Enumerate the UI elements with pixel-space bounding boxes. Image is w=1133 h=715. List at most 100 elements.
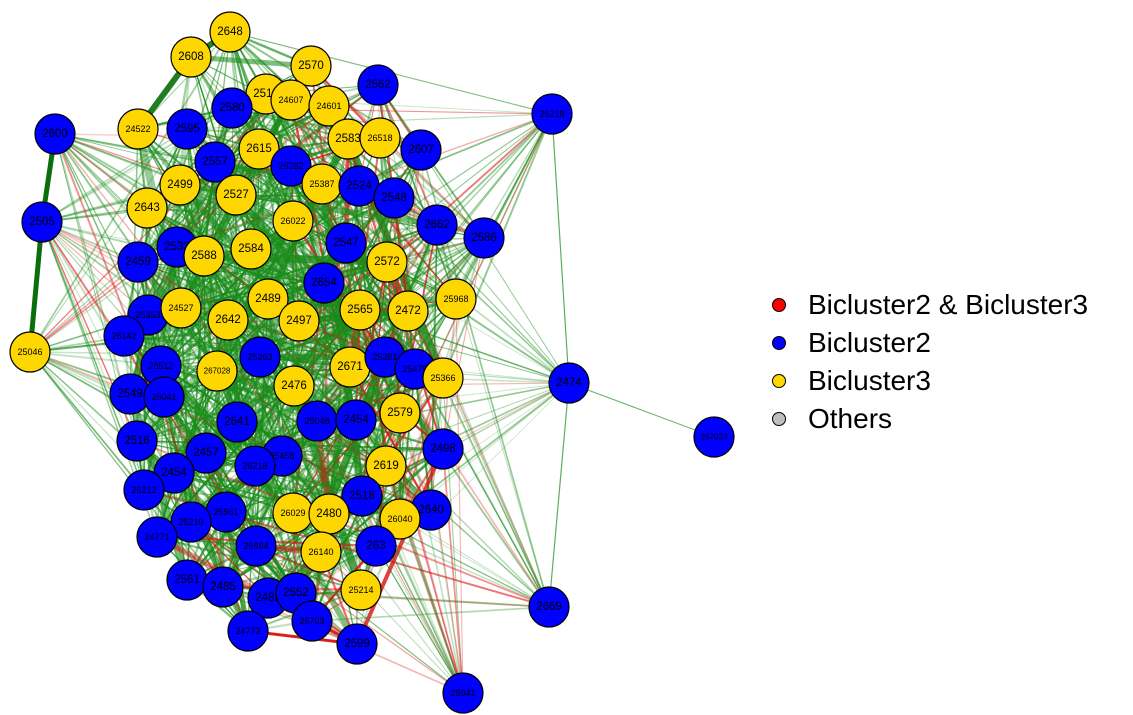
edge <box>355 448 445 645</box>
edge <box>293 113 553 387</box>
edge <box>27 221 45 353</box>
node-label: 2499 <box>167 179 193 191</box>
node-26218: 26218 <box>234 445 276 487</box>
node-25282: 25282 <box>270 145 312 187</box>
node-circle <box>303 262 345 304</box>
node-267028: 267028 <box>196 350 238 392</box>
node-circle <box>463 217 505 259</box>
node-label: 2516 <box>124 435 150 447</box>
node-circle <box>183 235 225 277</box>
node-circle <box>422 357 464 399</box>
node-circle <box>117 108 159 150</box>
node-label: 2497 <box>286 315 312 327</box>
legend-swatch-both <box>772 298 786 312</box>
edge <box>54 133 377 547</box>
node-label: 2547 <box>333 237 359 249</box>
node-2547: 2547 <box>325 222 367 264</box>
edge <box>355 237 485 421</box>
node-circle <box>340 569 382 611</box>
node-circle <box>416 204 458 246</box>
edge <box>349 113 553 368</box>
node-2641: 2641 <box>216 401 258 443</box>
node-circle <box>202 566 244 608</box>
node-2608: 2608 <box>170 36 212 78</box>
edge <box>360 382 570 591</box>
node-label: 26518 <box>367 133 392 143</box>
node-label: 2643 <box>134 202 160 214</box>
node-26022: 26022 <box>272 200 314 242</box>
node-circle <box>273 365 315 407</box>
node-25048: 25048 <box>296 400 338 442</box>
edge <box>255 545 464 694</box>
edge <box>54 133 237 196</box>
node-label: 25046 <box>17 347 42 357</box>
node-label: 2572 <box>374 256 400 268</box>
node-25046: 25046 <box>9 331 51 373</box>
node-circle <box>209 11 251 53</box>
node-label: 25475 <box>402 364 427 374</box>
node-label: 25961 <box>213 507 238 517</box>
node-label: 2583 <box>335 133 361 145</box>
node-label: 25353 <box>135 310 160 320</box>
legend-item-others: Others <box>772 400 1088 438</box>
node-label: 25387 <box>309 179 334 189</box>
node-2499: 2499 <box>159 164 201 206</box>
node-label: 2565 <box>347 304 373 316</box>
node-2480: 2480 <box>308 493 350 535</box>
node-label: 24601 <box>316 101 341 111</box>
node-label: 25968 <box>443 294 468 304</box>
node-circle <box>103 315 145 357</box>
node-circle <box>166 108 208 150</box>
node-2619: 2619 <box>365 445 407 487</box>
legend-item-bicluster3: Bicluster3 <box>772 362 1088 400</box>
edge <box>190 56 464 694</box>
node-circle <box>136 516 178 558</box>
node-label: 24607 <box>278 95 303 105</box>
node-circle <box>373 177 415 219</box>
node-label: 2654 <box>311 277 337 289</box>
node-25984: 25984 <box>235 525 277 567</box>
node-24527: 24527 <box>160 287 202 329</box>
node-circle <box>227 610 269 652</box>
node-circle <box>247 278 289 320</box>
node-label: 24772 <box>235 626 260 636</box>
node-label: 2671 <box>337 361 363 373</box>
node-circle <box>366 241 408 283</box>
node-2548: 2548 <box>373 177 415 219</box>
node-circle <box>270 145 312 187</box>
node-label: 26029 <box>280 508 305 518</box>
node-circle <box>422 428 464 470</box>
node-label: 2608 <box>178 51 204 63</box>
node-26212: 26212 <box>123 469 165 511</box>
node-2669: 2669 <box>528 586 570 628</box>
node-2570: 2570 <box>290 45 332 87</box>
node-2476: 2476 <box>273 365 315 407</box>
node-circle <box>355 525 397 567</box>
node-2586: 2586 <box>463 217 505 259</box>
edge <box>29 84 379 353</box>
node-25387: 25387 <box>301 163 343 205</box>
edge <box>375 545 464 694</box>
node-26041: 26041 <box>143 376 185 418</box>
edge <box>551 113 570 384</box>
edge <box>185 356 262 581</box>
edge <box>379 137 464 694</box>
node-label: 25941 <box>450 688 475 698</box>
node-label: 2482 <box>255 592 281 604</box>
node-2595: 2595 <box>166 108 208 150</box>
node-label: 26022 <box>280 216 305 226</box>
node-2489: 2489 <box>247 278 289 320</box>
node-2579: 2579 <box>379 392 421 434</box>
node-label: 2454 <box>161 467 187 479</box>
node-label: 2474 <box>556 377 582 389</box>
node-circle <box>126 187 168 229</box>
node-circle <box>339 289 381 331</box>
node-label: 2662 <box>424 219 450 231</box>
node-label: 25381 <box>372 352 397 362</box>
edge <box>236 421 432 511</box>
node-label: 2580 <box>219 102 245 114</box>
node-label: 25214 <box>348 585 373 595</box>
node-circle <box>185 432 227 474</box>
node-26142: 26142 <box>103 315 145 357</box>
node-label: 25282 <box>278 161 303 171</box>
